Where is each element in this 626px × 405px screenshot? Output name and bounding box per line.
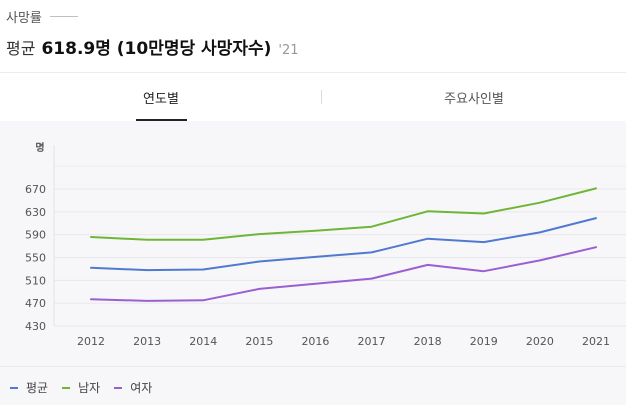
title-row: 사망률 bbox=[6, 7, 78, 26]
x-tick-label: 2020 bbox=[526, 335, 554, 348]
line-chart: 명 430 470 510 550 590 630 670 2012 2013 2014 2015 20… bbox=[25, 141, 626, 348]
tab-separator bbox=[321, 90, 322, 104]
summary-year: '21 bbox=[278, 43, 299, 58]
x-tick-label: 2019 bbox=[470, 335, 498, 348]
y-tick-label: 470 bbox=[25, 297, 46, 310]
summary-value: 618.9명 (10만명당 사망자수) bbox=[41, 39, 272, 59]
legend-swatch bbox=[62, 386, 71, 389]
x-tick-label: 2018 bbox=[414, 335, 442, 348]
series-line-2 bbox=[90, 187, 597, 241]
summary: 평균 618.9명 (10만명당 사망자수) '21 bbox=[6, 34, 299, 59]
series-line-1 bbox=[90, 217, 597, 272]
x-tick-label: 2013 bbox=[133, 335, 161, 348]
active-tab-indicator bbox=[136, 119, 187, 121]
summary-label: 평균 bbox=[6, 39, 36, 58]
tab-by-cause[interactable]: 주요사인별 bbox=[444, 91, 504, 107]
y-tick-label: 670 bbox=[25, 183, 46, 196]
y-tick-label: 630 bbox=[25, 206, 46, 219]
legend-item: 여자 bbox=[114, 379, 152, 396]
legend-swatch bbox=[114, 386, 123, 389]
x-tick-label: 2017 bbox=[358, 335, 386, 348]
legend: 평균 남자 여자 bbox=[10, 379, 166, 396]
legend-label: 평균 bbox=[26, 381, 49, 395]
legend-item: 평균 bbox=[10, 379, 48, 396]
x-tick-label: 2021 bbox=[582, 335, 610, 348]
x-tick-label: 2012 bbox=[77, 335, 105, 348]
y-unit-label: 명 bbox=[35, 141, 44, 154]
tab-bar: 연도별 주요사인별 bbox=[0, 73, 626, 121]
y-tick-label: 590 bbox=[25, 229, 46, 242]
x-tick-label: 2015 bbox=[245, 335, 273, 348]
y-tick-label: 510 bbox=[25, 274, 46, 287]
title-divider bbox=[49, 16, 78, 17]
legend-item: 남자 bbox=[62, 379, 100, 396]
legend-swatch bbox=[10, 386, 18, 389]
header-divider bbox=[0, 72, 626, 73]
chart-panel: 명 430 470 510 550 590 630 670 2012 2013 2014 2015 20… bbox=[0, 121, 626, 366]
legend-label: 남자 bbox=[78, 381, 101, 395]
y-tick-label: 430 bbox=[25, 320, 46, 333]
x-tick-label: 2014 bbox=[189, 335, 217, 348]
section-title: 사망률 bbox=[6, 11, 42, 26]
y-tick-label: 550 bbox=[25, 252, 46, 265]
legend-label: 여자 bbox=[130, 381, 153, 395]
header: 사망률 평균 618.9명 (10만명당 사망자수) '21 bbox=[0, 0, 626, 72]
x-tick-label: 2016 bbox=[301, 335, 329, 348]
series-line-3 bbox=[90, 246, 597, 302]
legend-bar: 평균 남자 여자 bbox=[0, 366, 626, 405]
tab-by-year[interactable]: 연도별 bbox=[143, 91, 179, 107]
